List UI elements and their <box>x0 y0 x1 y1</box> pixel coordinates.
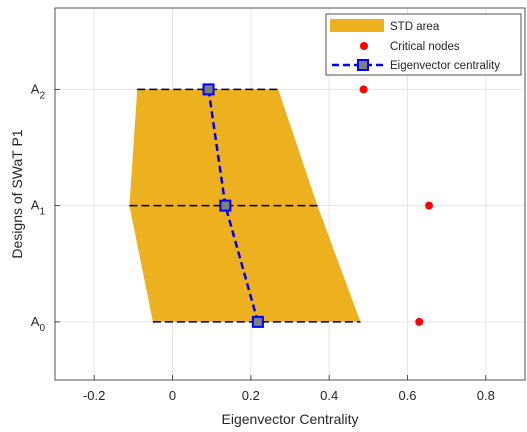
x-tick-label: 0 <box>169 388 176 403</box>
y-tick-label: A2 <box>31 81 46 101</box>
x-axis-label: Eigenvector Centrality <box>222 411 359 427</box>
eigenvector-line <box>207 89 260 323</box>
y-axis-label: Designs of SWaT P1 <box>9 129 25 258</box>
eigenvector-point <box>219 199 232 212</box>
eigenvector-point <box>202 83 215 96</box>
axes-box <box>54 7 526 381</box>
x-tick-label: 0.4 <box>320 388 338 403</box>
legend-marker-eigenvector <box>357 59 369 71</box>
legend: STD area Critical nodes Eigenvector cent… <box>325 13 522 76</box>
critical-node-point <box>359 85 368 94</box>
critical-node-point <box>415 317 424 326</box>
x-tick-label: -0.2 <box>83 388 105 403</box>
x-tick-label: 0.6 <box>398 388 416 403</box>
legend-label-critical-nodes: Critical nodes <box>390 41 460 53</box>
y-axis-ticks: A0 A1 A2 <box>31 81 60 334</box>
legend-marker-critical-nodes <box>360 42 368 50</box>
critical-nodes-layer <box>359 85 434 326</box>
x-tick-label: 0.8 <box>477 388 495 403</box>
x-axis-ticks: -0.2 0 0.2 0.4 0.6 0.8 <box>83 375 495 403</box>
legend-swatch-std-area <box>330 19 384 32</box>
eigenvector-point <box>251 315 264 328</box>
critical-node-point <box>425 201 434 210</box>
eigenvector-line-layer <box>202 83 264 328</box>
legend-label-std-area: STD area <box>390 21 440 33</box>
legend-label-eigenvector: Eigenvector centrality <box>390 60 500 72</box>
y-tick-label: A1 <box>31 198 46 218</box>
y-tick-label: A0 <box>31 314 46 334</box>
x-tick-label: 0.2 <box>242 388 260 403</box>
